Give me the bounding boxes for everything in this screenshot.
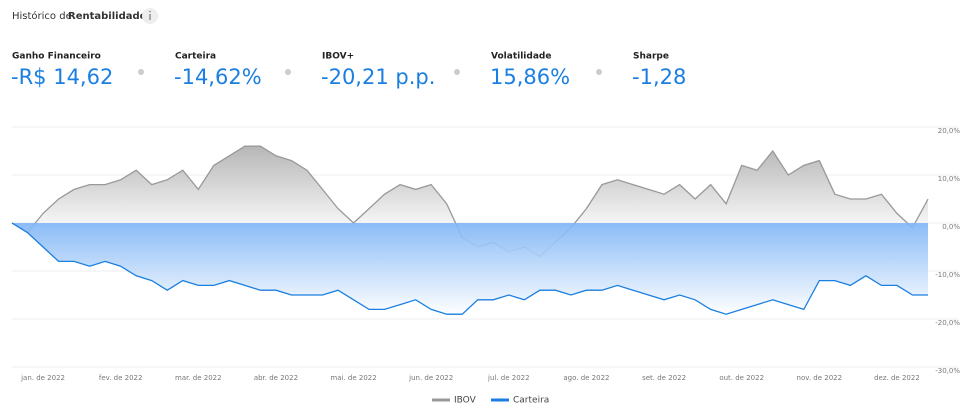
line <box>11 222 928 315</box>
metric-value: -1,28 <box>632 65 686 89</box>
x-tick-label: nov. de 2022 <box>797 374 843 382</box>
x-tick-label: mar. de 2022 <box>175 374 222 382</box>
separator-dot <box>454 69 460 75</box>
metric-value: -14,62% <box>174 65 262 89</box>
x-tick-label: jun. de 2022 <box>408 374 453 382</box>
x-tick-label: ago. de 2022 <box>563 374 609 382</box>
metric-label: IBOV+ <box>322 52 354 62</box>
metric-value: -R$ 14,62 <box>11 65 113 89</box>
metric-label: Ganho Financeiro <box>12 52 101 62</box>
legend-label: Carteira <box>513 396 549 406</box>
x-tick-label: set. de 2022 <box>642 374 686 382</box>
separator-dot <box>138 69 144 75</box>
y-tick-label: -10,0% <box>935 271 960 279</box>
y-tick-label: -20,0% <box>935 319 960 327</box>
separator-dot <box>596 69 602 75</box>
metric-value: -20,21 p.p. <box>321 65 435 89</box>
metric-value: 15,86% <box>490 65 570 89</box>
info-icon[interactable] <box>142 8 158 24</box>
metric-label: Sharpe <box>633 52 669 62</box>
title-bold: Rentabilidade <box>68 11 147 22</box>
x-tick-label: out. de 2022 <box>719 374 764 382</box>
x-tick-label: dez. de 2022 <box>874 374 920 382</box>
x-tick-label: mai. de 2022 <box>330 374 376 382</box>
y-tick-label: -30,0% <box>935 367 960 375</box>
y-tick-label: 10,0% <box>938 175 961 183</box>
separator-dot <box>285 69 291 75</box>
title-prefix: Histórico de <box>12 10 72 22</box>
area <box>12 223 928 315</box>
metric-label: Volatilidade <box>491 52 551 62</box>
y-tick-label: 20,0% <box>938 127 961 135</box>
y-tick-label: 0,0% <box>942 223 960 231</box>
legend-label: IBOV <box>454 396 477 406</box>
x-tick-label: jan. de 2022 <box>20 374 65 382</box>
x-tick-label: fev. de 2022 <box>99 374 143 382</box>
metric-label: Carteira <box>175 52 216 62</box>
area <box>12 146 928 257</box>
x-tick-label: jul. de 2022 <box>487 374 530 382</box>
x-tick-label: abr. de 2022 <box>254 374 298 382</box>
